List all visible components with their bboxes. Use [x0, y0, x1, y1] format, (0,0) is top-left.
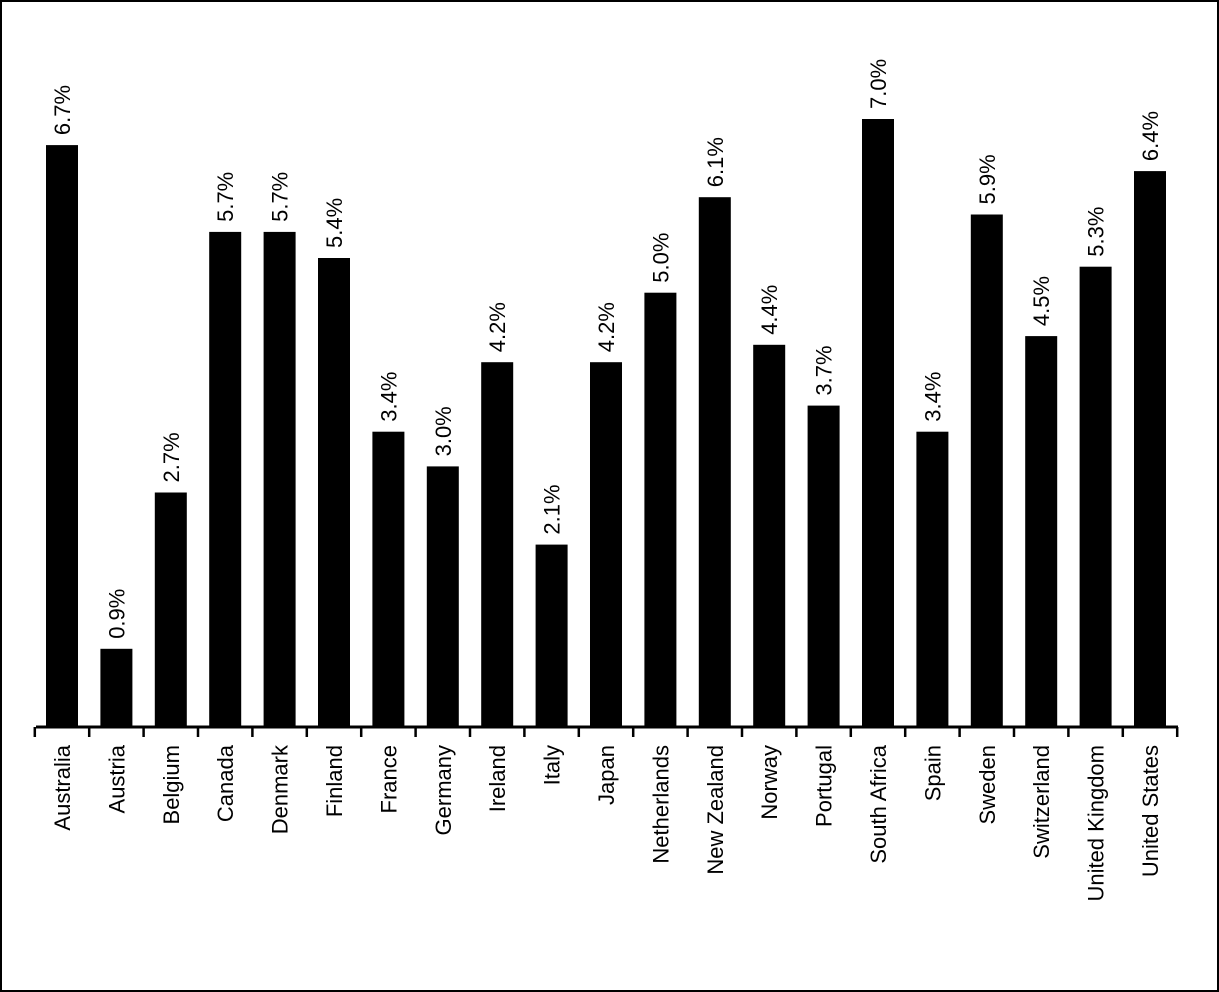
value-label: 5.9% [975, 154, 1000, 204]
category-label: Canada [213, 744, 238, 822]
bar [263, 231, 296, 727]
value-label: 4.5% [1029, 276, 1054, 326]
category-label: Sweden [975, 745, 1000, 825]
bar [100, 648, 133, 727]
category-label: Ireland [485, 745, 510, 812]
bar [209, 231, 242, 727]
bar [535, 544, 568, 727]
bar [753, 344, 786, 727]
bar [807, 405, 840, 727]
category-label: South Africa [866, 744, 891, 863]
bar [1079, 266, 1112, 727]
bar [426, 466, 459, 727]
category-label: Portugal [812, 745, 837, 827]
value-label: 5.4% [322, 198, 347, 248]
value-label: 2.1% [540, 484, 565, 534]
category-label: New Zealand [703, 745, 728, 875]
category-label: Denmark [268, 744, 293, 834]
category-label: Netherlands [648, 745, 673, 864]
bar [372, 431, 405, 727]
value-label: 4.2% [594, 302, 619, 352]
value-label: 0.9% [104, 589, 129, 639]
value-label: 6.1% [703, 137, 728, 187]
value-label: 3.4% [920, 372, 945, 422]
value-label: 4.4% [757, 285, 782, 335]
bar [481, 362, 514, 727]
category-label: Austria [104, 744, 129, 813]
bar [644, 292, 677, 727]
bar [1025, 336, 1058, 727]
bar [916, 431, 949, 727]
bar [590, 362, 622, 727]
bar [318, 258, 350, 727]
category-label: United States [1138, 745, 1163, 877]
category-label: Germany [431, 745, 456, 835]
bar [1134, 171, 1166, 728]
bar [970, 214, 1003, 727]
bar [698, 197, 731, 727]
category-label: Belgium [159, 745, 184, 824]
category-label: Finland [322, 745, 347, 817]
bar [46, 145, 78, 728]
value-label: 4.2% [485, 302, 510, 352]
value-label: 5.7% [268, 172, 293, 222]
category-label: France [376, 745, 401, 813]
category-label: United Kingdom [1084, 745, 1109, 902]
value-label: 2.7% [159, 432, 184, 482]
value-label: 6.7% [50, 85, 75, 135]
category-label: Japan [594, 745, 619, 805]
category-label: Norway [757, 745, 782, 820]
value-label: 6.4% [1138, 111, 1163, 161]
value-label: 3.7% [812, 345, 837, 395]
bar [862, 119, 894, 727]
value-label: 3.4% [376, 372, 401, 422]
category-label: Italy [540, 745, 565, 785]
value-label: 3.0% [431, 406, 456, 456]
category-label: Switzerland [1029, 745, 1054, 859]
bar [154, 492, 187, 727]
value-label: 5.7% [213, 172, 238, 222]
value-label: 5.3% [1084, 207, 1109, 257]
category-label: Australia [50, 744, 75, 830]
value-label: 7.0% [866, 59, 891, 109]
value-label: 5.0% [648, 233, 673, 283]
category-label: Spain [920, 745, 945, 801]
